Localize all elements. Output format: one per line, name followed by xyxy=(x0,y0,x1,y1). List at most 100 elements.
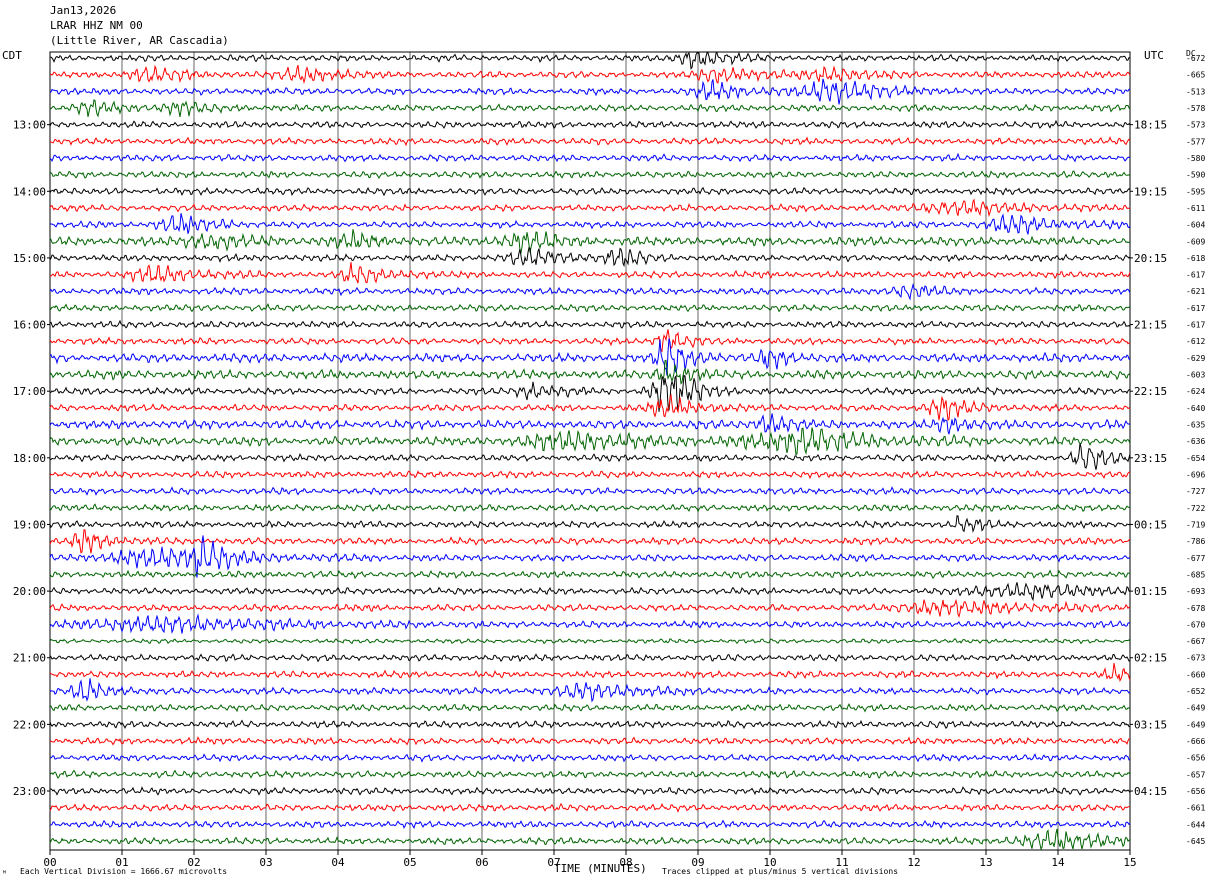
utc-time-label: 01:15 xyxy=(1134,585,1167,598)
seismic-trace xyxy=(49,170,1131,180)
seismic-trace xyxy=(49,535,1131,578)
cdt-time-label: 22:00 xyxy=(13,718,46,731)
plot-frame xyxy=(49,51,1131,851)
dc-title: DC xyxy=(1186,49,1196,58)
dc-offset-label: -719 xyxy=(1186,520,1205,529)
x-tick-label: 14 xyxy=(1051,856,1065,869)
seismic-trace xyxy=(49,329,1131,353)
seismic-trace xyxy=(49,64,1131,85)
dc-offset-label: -603 xyxy=(1186,371,1205,380)
dc-offset-label: -635 xyxy=(1186,421,1205,430)
x-tick-label: 02 xyxy=(187,856,200,869)
cdt-time-label: 19:00 xyxy=(13,518,46,531)
seismic-trace xyxy=(49,119,1131,130)
dc-offset-label: -624 xyxy=(1186,387,1205,396)
dc-offset-label: -667 xyxy=(1186,637,1205,646)
dc-offset-label: -578 xyxy=(1186,104,1205,113)
dc-offset-label: -629 xyxy=(1186,354,1205,363)
right-axis-title: UTC xyxy=(1144,49,1164,62)
dc-offset-label: -722 xyxy=(1186,504,1205,513)
x-tick-label: 01 xyxy=(115,856,128,869)
dc-offset-label: -727 xyxy=(1186,487,1205,496)
seismic-trace xyxy=(49,246,1131,268)
seismic-trace xyxy=(49,769,1131,779)
dc-offset-label: -644 xyxy=(1186,820,1205,829)
dc-offset-label: -656 xyxy=(1186,787,1205,796)
seismic-trace xyxy=(49,51,1131,70)
seismic-trace xyxy=(49,613,1131,634)
x-tick-label: 00 xyxy=(43,856,56,869)
seismic-trace xyxy=(49,262,1131,284)
seismic-trace xyxy=(49,78,1131,105)
dc-offset-label: -577 xyxy=(1186,137,1205,146)
x-tick-label: 07 xyxy=(547,856,560,869)
seismic-trace xyxy=(49,753,1131,763)
dc-offset-label: -617 xyxy=(1186,304,1205,313)
dc-offset-label: -617 xyxy=(1186,321,1205,330)
dc-offset-label: -657 xyxy=(1186,770,1205,779)
x-tick-label: 05 xyxy=(403,856,416,869)
cdt-time-label: 13:00 xyxy=(13,119,46,132)
seismic-trace xyxy=(49,136,1131,147)
dc-offset-label: -672 xyxy=(1186,54,1205,63)
chart-station: LRAR HHZ NM 00 xyxy=(50,19,143,32)
dc-offset-label: -661 xyxy=(1186,804,1205,813)
utc-time-label: 02:15 xyxy=(1134,652,1167,665)
dc-offset-label: -595 xyxy=(1186,187,1205,196)
seismic-trace xyxy=(49,152,1131,163)
cdt-time-label: 14:00 xyxy=(13,185,46,198)
chart-date: Jan13,2026 xyxy=(50,4,117,17)
cdt-time-label: 16:00 xyxy=(13,319,46,332)
x-axis-title: TIME (MINUTES) xyxy=(554,862,647,875)
dc-offset-label: -670 xyxy=(1186,620,1205,629)
x-tick-label: 09 xyxy=(691,856,704,869)
corner-mark: ᴹ xyxy=(2,869,7,878)
seismic-trace xyxy=(49,186,1131,197)
seismic-trace xyxy=(49,359,1131,385)
seismic-trace xyxy=(49,213,1131,235)
dc-offset-label: -636 xyxy=(1186,437,1205,446)
seismic-trace xyxy=(49,319,1131,329)
seismic-trace xyxy=(49,819,1131,830)
cdt-time-label: 17:00 xyxy=(13,385,46,398)
dc-offset-label: -656 xyxy=(1186,754,1205,763)
utc-time-label: 22:15 xyxy=(1134,385,1167,398)
x-tick-label: 11 xyxy=(835,856,848,869)
seismic-trace xyxy=(49,786,1131,796)
dc-offset-label: -612 xyxy=(1186,337,1205,346)
dc-offset-label: -617 xyxy=(1186,271,1205,280)
utc-time-label: 19:15 xyxy=(1134,185,1167,198)
cdt-time-label: 23:00 xyxy=(13,785,46,798)
utc-time-label: 21:15 xyxy=(1134,319,1167,332)
seismic-trace xyxy=(49,283,1131,301)
dc-offset-label: -678 xyxy=(1186,604,1205,613)
seismic-trace xyxy=(49,637,1131,645)
seismic-trace xyxy=(49,529,1131,554)
dc-offset-label: -604 xyxy=(1186,221,1205,230)
seismic-trace xyxy=(49,703,1131,713)
dc-offset-label: -580 xyxy=(1186,154,1205,163)
dc-offset-label: -786 xyxy=(1186,537,1205,546)
x-tick-label: 04 xyxy=(331,856,345,869)
seismic-trace xyxy=(49,582,1131,602)
dc-offset-label: -666 xyxy=(1186,737,1205,746)
utc-time-label: 20:15 xyxy=(1134,252,1167,265)
dc-offset-label: -696 xyxy=(1186,470,1205,479)
cdt-time-label: 15:00 xyxy=(13,252,46,265)
dc-offset-label: -609 xyxy=(1186,237,1205,246)
seismic-trace xyxy=(49,338,1131,376)
dc-offset-label: -621 xyxy=(1186,287,1205,296)
scale-note: Each Vertical Division = 1666.67 microvo… xyxy=(20,867,228,876)
utc-time-label: 23:15 xyxy=(1134,452,1167,465)
seismic-trace xyxy=(49,470,1131,480)
dc-offset-label: -645 xyxy=(1186,837,1205,846)
seismic-trace xyxy=(49,99,1131,118)
dc-offset-label: -573 xyxy=(1186,121,1205,130)
seismic-trace xyxy=(49,828,1131,851)
dc-offset-label: -649 xyxy=(1186,720,1205,729)
seismic-trace xyxy=(49,515,1131,534)
seismic-trace xyxy=(49,503,1131,513)
dc-offset-label: -660 xyxy=(1186,670,1205,679)
dc-offset-label: -693 xyxy=(1186,587,1205,596)
